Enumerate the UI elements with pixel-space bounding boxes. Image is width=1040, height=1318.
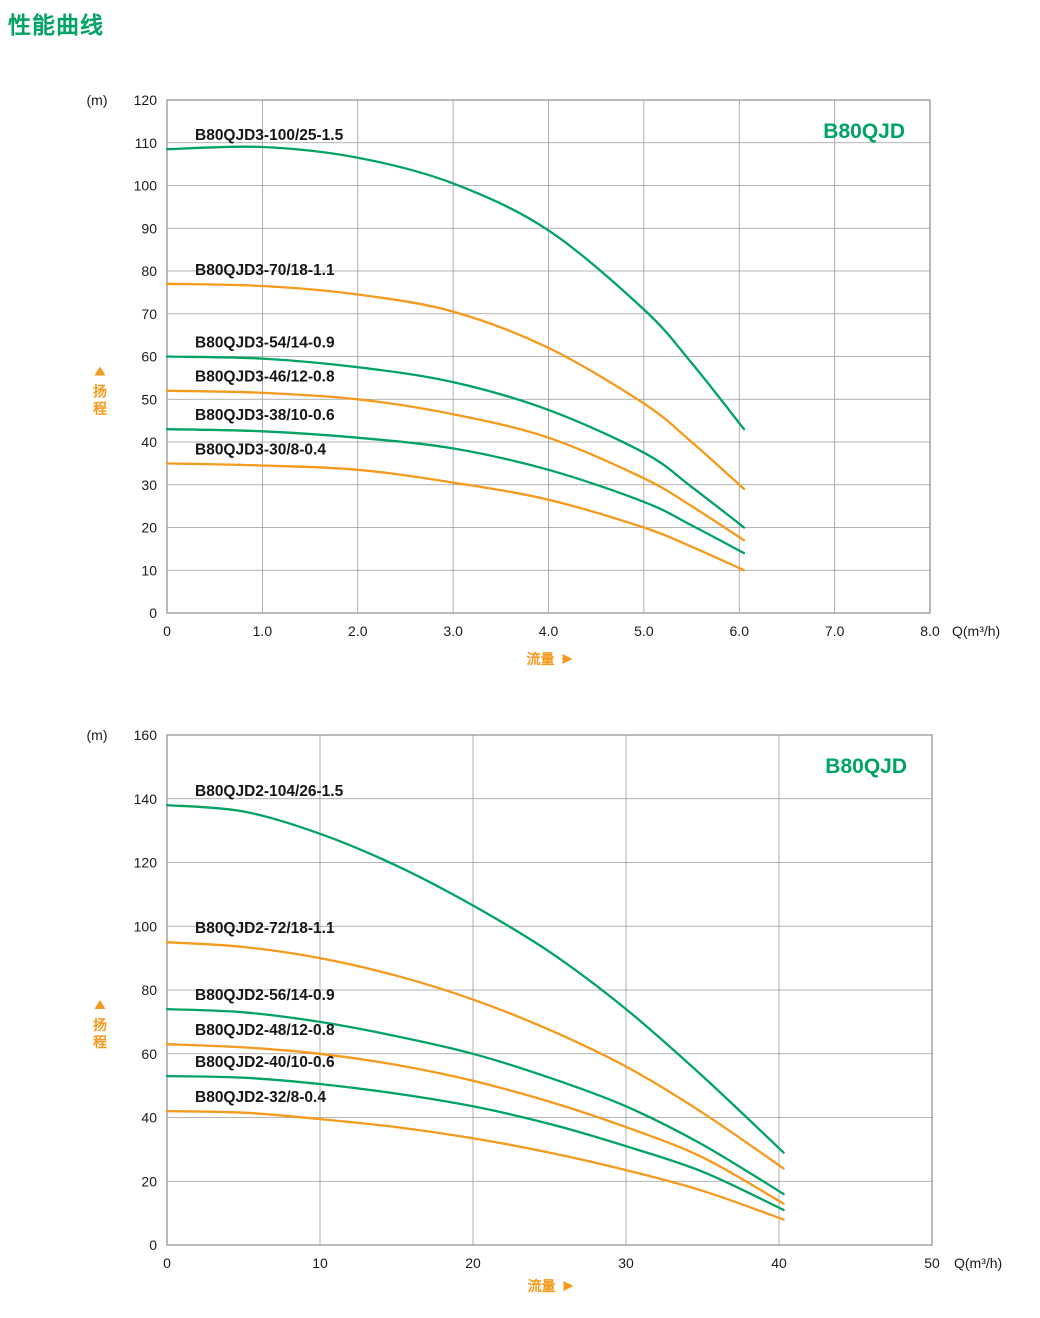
y-axis-title-char: 程 — [93, 401, 107, 417]
x-axis-unit: Q(m³/h) — [954, 1255, 1002, 1271]
pump-performance-chart-top: 0 1.0 2.0 3.0 4.0 5.0 6.0 7.0 8.0 0 10 20 30 40 50 60 70… — [87, 92, 1001, 667]
curve-label: B80QJD3-70/18-1.1 — [195, 262, 335, 279]
curve-label: B80QJD2-72/18-1.1 — [195, 920, 335, 937]
y-tick-label: 50 — [141, 391, 157, 407]
x-axis-title: 流量 — [527, 651, 555, 667]
x-tick-label: 50 — [924, 1255, 940, 1271]
x-tick-label: 30 — [618, 1255, 634, 1271]
y-tick-label: 10 — [141, 562, 157, 578]
y-tick-label: 140 — [134, 791, 158, 807]
curve-label: B80QJD2-104/26-1.5 — [195, 783, 344, 800]
y-axis-title-char: 扬 — [93, 384, 107, 400]
curve-B80QJD2-32/8-0.4 — [165, 1109, 785, 1221]
curve-label: B80QJD2-32/8-0.4 — [195, 1089, 326, 1106]
curve-label: B80QJD3-46/12-0.8 — [195, 369, 335, 386]
curve-label: B80QJD3-38/10-0.6 — [195, 407, 335, 424]
up-arrow-icon — [94, 366, 106, 376]
y-tick-label: 20 — [141, 1173, 157, 1189]
page-title: 性能曲线 — [8, 12, 104, 38]
up-arrow-icon — [94, 1000, 106, 1009]
y-tick-label: 0 — [149, 1237, 157, 1253]
x-tick-label: 5.0 — [634, 623, 654, 639]
curve-label: B80QJD2-56/14-0.9 — [195, 987, 335, 1004]
x-tick-label: 0 — [163, 623, 171, 639]
x-tick-label: 8.0 — [920, 623, 940, 639]
curve-B80QJD2-104/26-1.5 — [165, 803, 785, 1154]
y-tick-label: 60 — [141, 1046, 157, 1062]
x-tick-label: 20 — [465, 1255, 481, 1271]
y-tick-label: 60 — [141, 349, 157, 365]
curve-B80QJD3-38/10-0.6 — [165, 428, 746, 555]
y-axis-title-char: 程 — [93, 1034, 107, 1050]
x-axis-title: 流量 — [528, 1278, 556, 1294]
y-tick-label: 40 — [141, 434, 157, 450]
x-tick-label: 10 — [312, 1255, 328, 1271]
x-tick-label: 0 — [163, 1255, 171, 1271]
series-family-label: B80QJD — [823, 120, 905, 143]
y-axis-unit: (m) — [87, 92, 108, 108]
y-tick-label: 30 — [141, 477, 157, 493]
y-tick-label: 80 — [141, 263, 157, 279]
y-tick-label: 20 — [141, 520, 157, 536]
curve-label: B80QJD3-100/25-1.5 — [195, 127, 344, 144]
y-tick-label: 100 — [134, 178, 158, 194]
y-tick-label: 90 — [141, 220, 157, 236]
curve-B80QJD3-30/8-0.4 — [165, 462, 746, 572]
y-tick-label: 120 — [134, 855, 158, 871]
right-arrow-icon — [562, 654, 573, 664]
y-tick-label: 100 — [134, 918, 158, 934]
curve-B80QJD2-56/14-0.9 — [165, 1007, 785, 1196]
y-axis-unit: (m) — [87, 727, 108, 743]
x-tick-label: 4.0 — [539, 623, 559, 639]
curve-B80QJD2-48/12-0.8 — [165, 1043, 785, 1205]
curve-B80QJD3-70/18-1.1 — [165, 282, 746, 491]
curve-B80QJD3-54/14-0.9 — [165, 355, 746, 529]
y-axis-title-char: 扬 — [93, 1017, 107, 1033]
right-arrow-icon — [563, 1281, 574, 1291]
x-tick-label: 2.0 — [348, 623, 368, 639]
curve-B80QJD2-72/18-1.1 — [165, 941, 785, 1170]
plot-border — [166, 734, 933, 1246]
curve-label: B80QJD2-40/10-0.6 — [195, 1054, 335, 1071]
curve-B80QJD3-46/12-0.8 — [165, 389, 746, 542]
x-tick-label: 40 — [771, 1255, 787, 1271]
x-axis-unit: Q(m³/h) — [952, 623, 1000, 639]
x-tick-label: 1.0 — [253, 623, 273, 639]
curve-B80QJD2-40/10-0.6 — [165, 1074, 785, 1212]
y-tick-label: 160 — [134, 727, 158, 743]
curve-label: B80QJD2-48/12-0.8 — [195, 1022, 335, 1039]
x-tick-label: 7.0 — [825, 623, 845, 639]
pump-performance-chart-bottom: 0 10 20 30 40 50 0 20 40 60 80 100 120 140 160 (m) Q(m³/… — [87, 727, 1003, 1294]
series-family-label: B80QJD — [825, 755, 907, 778]
x-tick-label: 6.0 — [730, 623, 750, 639]
curve-label: B80QJD3-30/8-0.4 — [195, 441, 326, 458]
x-tick-label: 3.0 — [443, 623, 463, 639]
y-tick-label: 110 — [135, 135, 158, 151]
y-tick-label: 70 — [141, 306, 157, 322]
y-tick-label: 120 — [134, 92, 158, 108]
y-tick-label: 80 — [141, 982, 157, 998]
curve-B80QJD3-100/25-1.5 — [165, 145, 746, 431]
y-tick-label: 40 — [141, 1110, 157, 1126]
y-tick-label: 0 — [149, 605, 157, 621]
curve-label: B80QJD3-54/14-0.9 — [195, 335, 335, 352]
